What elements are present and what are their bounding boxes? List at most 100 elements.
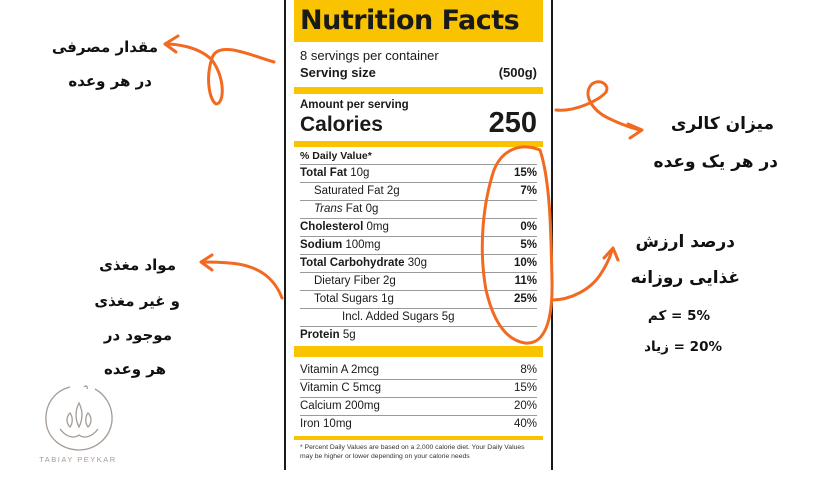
- divider-thick: [294, 87, 543, 94]
- divider-footnote: [294, 436, 543, 440]
- brand-name: TABIAY PEYKAR: [39, 455, 117, 464]
- nutrient-row: Total Sugars 1g 25%: [300, 293, 537, 305]
- nutrient-dv: 5%: [520, 239, 537, 251]
- nutrient-amount: 2g: [383, 275, 396, 287]
- nutrient-name: Incl. Added Sugars: [342, 311, 439, 323]
- nutrient-name: Cholesterol: [300, 221, 364, 233]
- calories-value: 250: [488, 107, 537, 139]
- serving-arrow-head: [163, 34, 180, 54]
- divider: [300, 254, 537, 255]
- divider: [300, 218, 537, 219]
- calorie-note-line2: در هر یک وعده: [653, 152, 778, 172]
- divider: [300, 308, 537, 309]
- vitamin-row: Vitamin C 5mcg 15%: [300, 382, 537, 394]
- divider: [300, 182, 537, 183]
- divider: [300, 290, 537, 291]
- nutrient-name: Protein: [300, 329, 340, 341]
- nutrient-amount: 5g: [342, 329, 356, 341]
- calorie-arrow-head: [626, 122, 644, 140]
- nutrient-amount: 30g: [407, 257, 427, 269]
- nutrient-dv: 11%: [514, 275, 537, 287]
- nutrient-name: Total Sugars: [314, 293, 378, 305]
- calorie-note-line1: میزان کالری: [670, 114, 774, 134]
- nutrient-dv: 7%: [520, 185, 537, 197]
- nutrient-dv: 10%: [513, 257, 537, 269]
- nutrient-row: Trans Fat 0g: [300, 203, 537, 215]
- divider: [300, 272, 537, 273]
- nutrient-dv: 0%: [520, 221, 537, 233]
- nutrient-row: Dietary Fiber 2g 11%: [300, 275, 537, 287]
- nutrients-arrow: [200, 260, 284, 300]
- vitamin-amount: 10mg: [323, 418, 352, 430]
- vitamin-row: Calcium 200mg 20%: [300, 400, 537, 412]
- serving-note-line1: مقدار مصرفی: [51, 38, 158, 56]
- nutrient-dv: 15%: [513, 167, 537, 179]
- vitamin-amount: 200mg: [344, 400, 380, 412]
- nutrient-amount: 1g: [381, 293, 394, 305]
- dv-high-note: 20% = زیاد: [644, 339, 722, 355]
- vitamin-dv: 40%: [513, 418, 537, 430]
- calorie-arrow: [554, 80, 642, 132]
- nutrient-amount: 0mg: [366, 221, 389, 233]
- nutrient-amount: 5g: [441, 311, 455, 323]
- nutrient-row: Sodium 100mg 5%: [300, 239, 537, 251]
- serving-size-label: Serving size: [300, 65, 376, 80]
- nutrients-arrow-head: [199, 253, 214, 272]
- divider: [300, 397, 537, 398]
- calories-label: Calories: [300, 113, 383, 136]
- divider: [300, 236, 537, 237]
- nutrient-amount: 2g: [386, 185, 400, 197]
- nutrients-note-line2: و غیر مغذی: [94, 292, 180, 310]
- vitamin-name: Calcium: [300, 400, 342, 412]
- divider: [300, 326, 537, 327]
- divider: [300, 379, 537, 380]
- nutrient-dv: 25%: [513, 293, 537, 305]
- nutrient-name: Sodium: [300, 239, 343, 251]
- nutrient-name: Total Carbohydrate: [300, 257, 405, 269]
- nutrient-name: Saturated Fat: [314, 185, 384, 197]
- nutrient-amount: 100mg: [345, 239, 381, 251]
- vitamin-row: Iron 10mg 40%: [300, 418, 537, 430]
- divider: [300, 164, 537, 165]
- dv-loop: [480, 145, 554, 345]
- vitamin-row: Vitamin A 2mcg 8%: [300, 364, 537, 376]
- vitamin-dv: 20%: [513, 400, 537, 412]
- dv-note-line1: درصد ارزش: [635, 232, 735, 252]
- nutrient-name: Fat: [345, 203, 363, 215]
- nutrient-name: Total Fat: [300, 167, 348, 179]
- servings-per-container: 8 servings per container: [300, 48, 439, 63]
- nutrient-row: Incl. Added Sugars 5g: [300, 311, 537, 323]
- serving-size-value: (500g): [498, 65, 537, 80]
- brand-logo-icon: [45, 385, 113, 451]
- dv-arrow-head: [602, 246, 620, 262]
- vitamin-dv: 15%: [513, 382, 537, 394]
- nutrient-row: Saturated Fat 2g 7%: [300, 185, 537, 197]
- vitamin-name: Vitamin C: [300, 382, 350, 394]
- divider: [300, 200, 537, 201]
- nutrient-row: Protein 5g: [300, 329, 537, 341]
- nutrients-note-line3: موجود در: [103, 326, 172, 344]
- daily-value-header: % Daily Value*: [300, 150, 372, 162]
- vitamin-name: Vitamin A: [300, 364, 348, 376]
- vitamin-name: Iron: [300, 418, 320, 430]
- divider-calories: [294, 141, 543, 147]
- dv-arrow: [550, 248, 614, 302]
- vitamin-dv: 8%: [520, 364, 537, 376]
- nutrient-amount: 10g: [350, 167, 370, 179]
- nutrient-row: Total Carbohydrate 30g 10%: [300, 257, 537, 269]
- footnote: * Percent Daily Values are based on a 2,…: [300, 444, 525, 460]
- vitamin-amount: 2mcg: [350, 364, 380, 376]
- calories-row: Calories 250: [300, 107, 537, 139]
- nutrients-note-line4: هر وعده: [103, 360, 166, 378]
- dv-low-note: 5% = کم: [647, 308, 710, 324]
- divider: [300, 415, 537, 416]
- nutrient-row: Total Fat 10g 15%: [300, 167, 537, 179]
- vitamin-amount: 5mcg: [352, 382, 381, 394]
- nutrient-amount: 0g: [365, 203, 379, 215]
- label-title: Nutrition Facts: [294, 0, 543, 42]
- nutrition-label: Nutrition Facts 8 servings per container…: [284, 0, 553, 470]
- serving-arrow: [163, 42, 276, 106]
- nutrient-row: Cholesterol 0mg 0%: [300, 221, 537, 233]
- nutrients-note-line1: مواد مغذی: [99, 256, 176, 274]
